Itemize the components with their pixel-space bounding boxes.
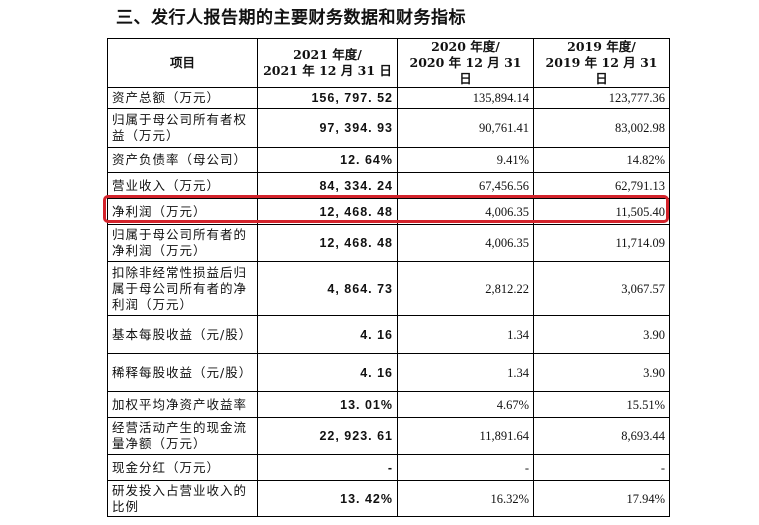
cell-2021: 156, 797. 52 <box>257 87 398 109</box>
cell-2019: 3.90 <box>533 315 670 354</box>
header-2019-line1: 2019 年度/ <box>567 39 636 54</box>
cell-2021: 4. 16 <box>257 353 398 392</box>
cell-2020: 67,456.56 <box>397 172 534 199</box>
cell-2019: - <box>533 454 670 481</box>
table-row: 扣除非经常性损益后归属于母公司所有者的净利润（万元） 4, 864. 73 2,… <box>107 261 670 316</box>
cell-2019: 14.82% <box>533 147 670 173</box>
table-row: 归属于母公司所有者的净利润（万元） 12, 468. 48 4,006.35 1… <box>107 224 670 262</box>
row-label-net-profit: 净利润（万元） <box>107 198 258 225</box>
cell-2019: 17.94% <box>533 480 670 517</box>
cell-2021: 4, 864. 73 <box>257 261 398 316</box>
table-header-row: 项目 2021 年度/ 2021 年 12 月 31 日 2020 年度/ 20… <box>107 38 670 88</box>
cell-2020: - <box>397 454 534 481</box>
row-label-operating-cash-flow: 经营活动产生的现金流量净额（万元） <box>107 417 258 455</box>
row-label-total-assets: 资产总额（万元） <box>107 87 258 109</box>
cell-2019: 83,002.98 <box>533 108 670 148</box>
header-2021: 2021 年度/ 2021 年 12 月 31 日 <box>257 38 398 88</box>
row-label-debt-ratio: 资产负债率（母公司） <box>107 147 258 173</box>
table-row: 净利润（万元） 12, 468. 48 4,006.35 11,505.40 <box>107 198 670 225</box>
header-2020-line1: 2020 年度/ <box>431 39 500 54</box>
cell-2020: 11,891.64 <box>397 417 534 455</box>
cell-2019: 3.90 <box>533 353 670 392</box>
row-label-rd-ratio: 研发投入占营业收入的比例 <box>107 480 258 517</box>
cell-2020: 90,761.41 <box>397 108 534 148</box>
row-label-cash-dividend: 现金分红（万元） <box>107 454 258 481</box>
cell-2020: 4.67% <box>397 391 534 418</box>
cell-2020: 4,006.35 <box>397 224 534 262</box>
row-label-net-profit-parent: 归属于母公司所有者的净利润（万元） <box>107 224 258 262</box>
section-heading: 三、发行人报告期的主要财务数据和财务指标 <box>116 8 466 28</box>
table-row: 营业收入（万元） 84, 334. 24 67,456.56 62,791.13 <box>107 172 670 199</box>
table-row: 现金分红（万元） - - - <box>107 454 670 481</box>
header-2019-line2: 2019 年 12 月 31 日 <box>545 55 658 86</box>
row-label-equity: 归属于母公司所有者权益（万元） <box>107 108 258 148</box>
row-label-basic-eps: 基本每股收益（元/股） <box>107 315 258 354</box>
cell-2019: 11,505.40 <box>533 198 670 225</box>
cell-2019: 8,693.44 <box>533 417 670 455</box>
header-2021-line2: 2021 年 12 月 31 日 <box>263 63 392 78</box>
cell-2020: 4,006.35 <box>397 198 534 225</box>
cell-2021: 22, 923. 61 <box>257 417 398 455</box>
cell-2021: 97, 394. 93 <box>257 108 398 148</box>
row-label-net-profit-deducted: 扣除非经常性损益后归属于母公司所有者的净利润（万元） <box>107 261 258 316</box>
cell-2021: 12, 468. 48 <box>257 198 398 225</box>
row-label-diluted-eps: 稀释每股收益（元/股） <box>107 353 258 392</box>
header-2020-line2: 2020 年 12 月 31 日 <box>409 55 522 86</box>
table-row: 归属于母公司所有者权益（万元） 97, 394. 93 90,761.41 83… <box>107 108 670 148</box>
header-2021-line1: 2021 年度/ <box>293 47 362 62</box>
cell-2021: 12, 468. 48 <box>257 224 398 262</box>
cell-2021: 4. 16 <box>257 315 398 354</box>
table-row: 经营活动产生的现金流量净额（万元） 22, 923. 61 11,891.64 … <box>107 417 670 455</box>
cell-2019: 62,791.13 <box>533 172 670 199</box>
table-row: 资产负债率（母公司） 12. 64% 9.41% 14.82% <box>107 147 670 173</box>
header-item: 项目 <box>107 38 258 88</box>
cell-2019: 123,777.36 <box>533 87 670 109</box>
cell-2020: 16.32% <box>397 480 534 517</box>
cell-2020: 135,894.14 <box>397 87 534 109</box>
table-row: 加权平均净资产收益率 13. 01% 4.67% 15.51% <box>107 391 670 418</box>
cell-2019: 11,714.09 <box>533 224 670 262</box>
cell-2021: 13. 42% <box>257 480 398 517</box>
financial-data-table: 项目 2021 年度/ 2021 年 12 月 31 日 2020 年度/ 20… <box>107 38 670 517</box>
cell-2020: 1.34 <box>397 315 534 354</box>
row-label-revenue: 营业收入（万元） <box>107 172 258 199</box>
cell-2021: - <box>257 454 398 481</box>
header-2020: 2020 年度/ 2020 年 12 月 31 日 <box>397 38 534 88</box>
cell-2020: 2,812.22 <box>397 261 534 316</box>
table-row: 基本每股收益（元/股） 4. 16 1.34 3.90 <box>107 315 670 354</box>
cell-2021: 12. 64% <box>257 147 398 173</box>
cell-2019: 15.51% <box>533 391 670 418</box>
table-row: 资产总额（万元） 156, 797. 52 135,894.14 123,777… <box>107 87 670 109</box>
header-2019: 2019 年度/ 2019 年 12 月 31 日 <box>533 38 670 88</box>
cell-2021: 13. 01% <box>257 391 398 418</box>
table-row: 稀释每股收益（元/股） 4. 16 1.34 3.90 <box>107 353 670 392</box>
table-row: 研发投入占营业收入的比例 13. 42% 16.32% 17.94% <box>107 480 670 517</box>
row-label-roe: 加权平均净资产收益率 <box>107 391 258 418</box>
cell-2019: 3,067.57 <box>533 261 670 316</box>
cell-2021: 84, 334. 24 <box>257 172 398 199</box>
cell-2020: 9.41% <box>397 147 534 173</box>
cell-2020: 1.34 <box>397 353 534 392</box>
